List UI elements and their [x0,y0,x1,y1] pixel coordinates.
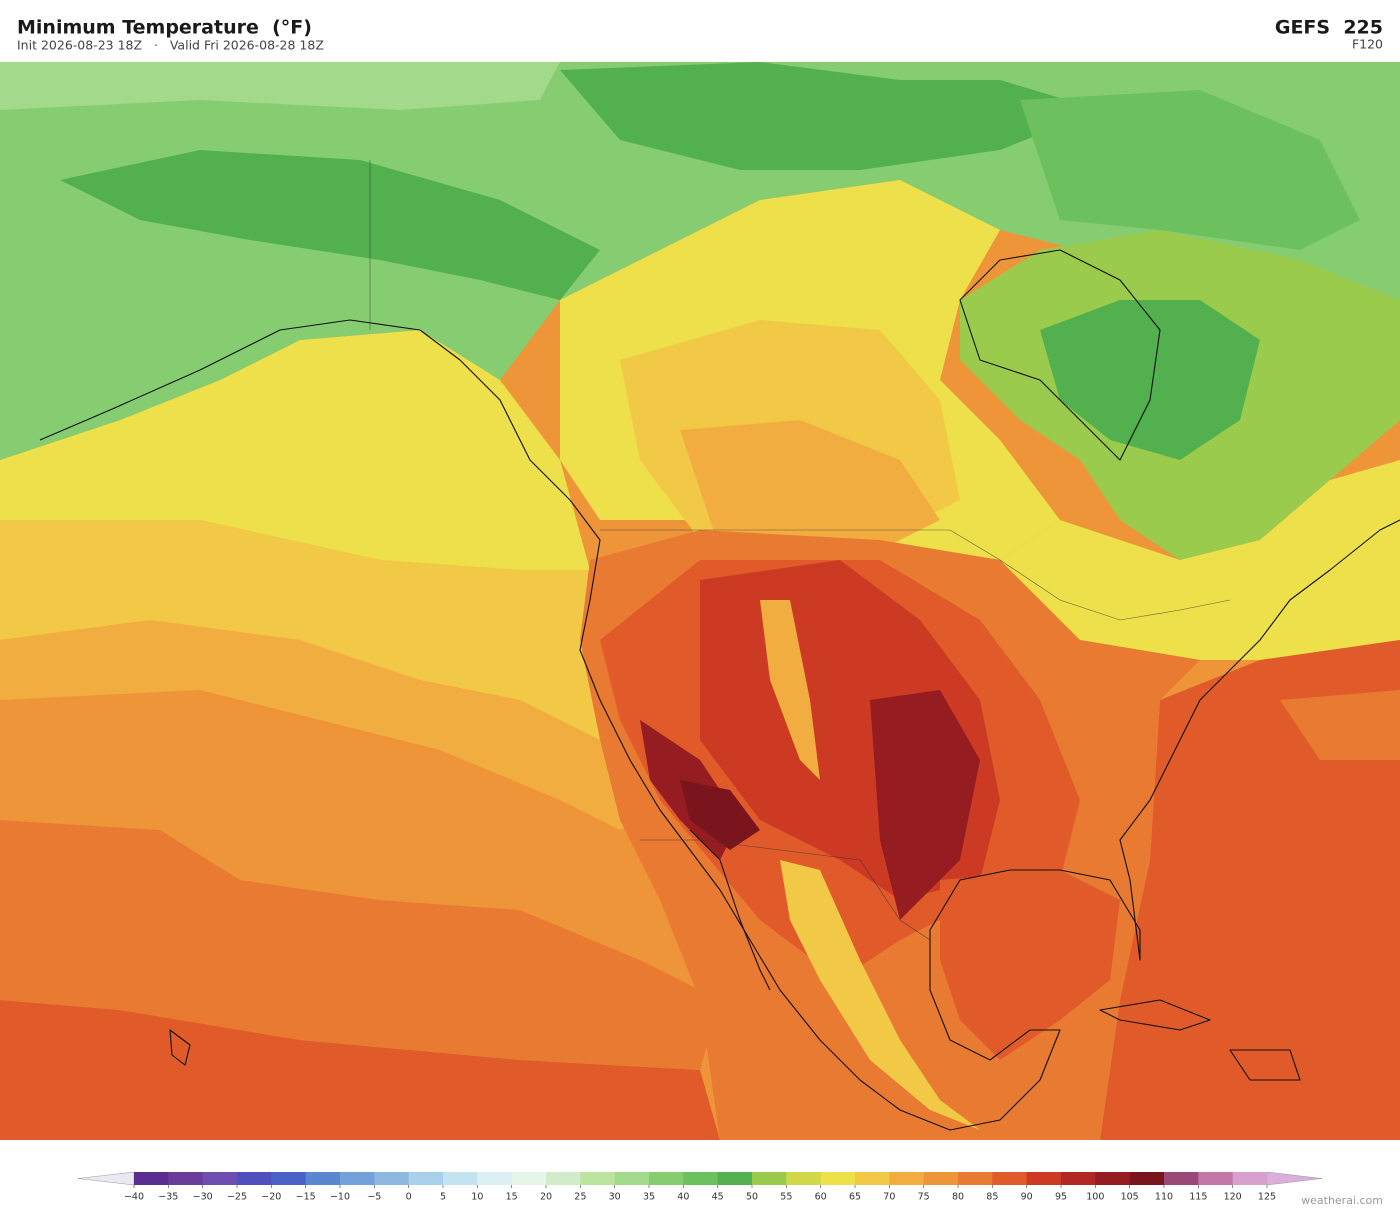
colorbar-segment [271,1172,307,1185]
colorbar-segment [168,1172,204,1185]
colorbar-tick-label: 115 [1189,1192,1207,1203]
colorbar-tick-label: 20 [540,1192,552,1203]
colorbar-tick-label: −40 [124,1192,144,1203]
colorbar-segment [786,1172,822,1185]
colorbar-tick-label: 0 [406,1192,412,1203]
colorbar-tick-label: 110 [1155,1192,1173,1203]
colorbar-tick-label: 70 [883,1192,895,1203]
colorbar-segment [1026,1172,1062,1185]
colorbar-segment [134,1172,169,1185]
colorbar-segment [1061,1172,1096,1185]
colorbar-segment [614,1172,650,1185]
colorbar-tick-label: 55 [780,1192,792,1203]
colorbar-segment [752,1172,787,1185]
colorbar: −40 −35 −30 −25 −20 −15 −10 −5 0 5 10 15 20 25 30 35 40 4… [77,1171,1323,1203]
colorbar-segment [1164,1172,1199,1185]
colorbar-segment [855,1172,890,1185]
colorbar-segment [1232,1172,1268,1185]
colorbar-tick-label: 85 [986,1192,998,1203]
watermark: weatherai.com [1301,1194,1383,1207]
colorbar-segment [511,1172,547,1185]
colorbar-tick-label: 35 [643,1192,655,1203]
colorbar-tick-label: 75 [918,1192,930,1203]
colorbar-segment [1129,1172,1165,1185]
colorbar-segment [1198,1172,1234,1185]
colorbar-tick-label: 95 [1055,1192,1067,1203]
colorbar-segment [889,1172,925,1185]
colorbar-segment [958,1172,993,1185]
colorbar-segment [546,1172,581,1185]
colorbar-tick-label: 100 [1086,1192,1104,1203]
colorbar-tick-label: 30 [609,1192,621,1203]
title: Minimum Temperature (°F) [17,17,312,39]
colorbar-tick-label: 90 [1021,1192,1033,1203]
forecast-hour: F120 [1352,37,1383,52]
colorbar-segment [477,1172,513,1185]
colorbar-tick-label: 80 [952,1192,964,1203]
coastlines [39,249,1400,1131]
colorbar-segment [374,1172,410,1185]
colorbar-tick-label: 105 [1121,1192,1139,1203]
colorbar-segment [408,1172,444,1185]
temperature-field [0,62,1400,1140]
model-label: GEFS 225 [1275,17,1383,39]
colorbar-segment [1095,1172,1131,1185]
colorbar-over [1266,1171,1323,1186]
colorbar-tick-label: 5 [440,1192,446,1203]
colorbar-segment [992,1172,1028,1185]
colorbar-segment [237,1172,272,1185]
colorbar-segment [202,1172,238,1185]
colorbar-segment [820,1172,856,1185]
colorbar-tick-label: −5 [367,1192,381,1203]
colorbar-segment [443,1172,478,1185]
colorbar-tick-label: 40 [677,1192,689,1203]
colorbar-segment [683,1172,719,1185]
colorbar-tick-label: −35 [158,1192,178,1203]
colorbar-tick-label: −15 [296,1192,316,1203]
colorbar-under [77,1171,135,1186]
colorbar-tick-label: 65 [849,1192,861,1203]
colorbar-tick-label: 120 [1224,1192,1242,1203]
colorbar-tick-label: 15 [506,1192,518,1203]
colorbar-segment [649,1172,684,1185]
colorbar-tick-label: −20 [261,1192,281,1203]
colorbar-tick-label: −30 [193,1192,213,1203]
colorbar-tick-label: 125 [1258,1192,1276,1203]
colorbar-segment [305,1172,341,1185]
colorbar-segment [717,1172,753,1185]
colorbar-segment [340,1172,375,1185]
map [0,62,1400,1140]
colorbar-tick-label: 50 [746,1192,758,1203]
borders [369,160,1231,941]
subtitle: Init 2026-08-23 18Z · Valid Fri 2026-08-… [17,38,324,53]
colorbar-tick-label: 10 [471,1192,483,1203]
colorbar-segment [580,1172,616,1185]
colorbar-tick-label: 45 [712,1192,724,1203]
colorbar-tick-label: 25 [574,1192,586,1203]
colorbar-tick-label: −10 [330,1192,350,1203]
colorbar-tick-label: −25 [227,1192,247,1203]
colorbar-segment [923,1172,959,1185]
colorbar-tick-label: 60 [815,1192,827,1203]
